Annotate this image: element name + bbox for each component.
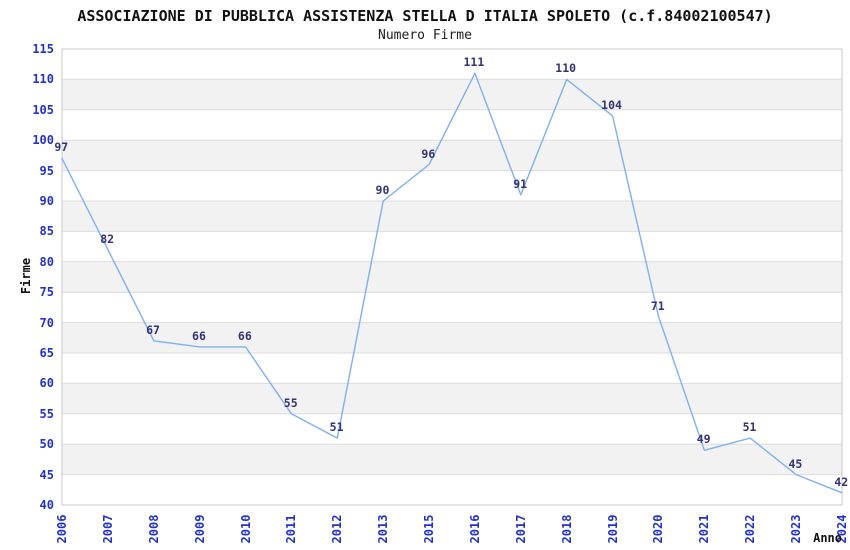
data-point-label: 66 (192, 328, 206, 343)
y-tick-label: 45 (39, 467, 54, 482)
x-tick-label: 2008 (146, 514, 161, 544)
x-tick-label: 2011 (284, 514, 299, 544)
x-tick-label: 2019 (605, 514, 620, 544)
x-tick-label: 2017 (513, 514, 528, 544)
plot-band (62, 201, 842, 232)
x-tick-label: 2010 (238, 514, 253, 544)
y-tick-label: 65 (39, 346, 54, 360)
data-point-label: 97 (54, 140, 69, 155)
y-tick-label: 40 (39, 498, 54, 512)
data-point-label: 49 (696, 432, 711, 447)
plot-band (62, 261, 842, 293)
data-point-label: 66 (237, 328, 252, 343)
x-tick-label: 2018 (559, 514, 574, 544)
x-tick-label: 2006 (55, 514, 69, 544)
x-tick-label: 2015 (422, 514, 437, 544)
x-tick-label: 2023 (789, 514, 804, 544)
y-tick-label: 70 (39, 315, 54, 330)
x-tick-label: 2013 (376, 514, 391, 544)
y-tick-label: 80 (39, 254, 54, 269)
x-tick-label: 2012 (330, 514, 345, 544)
plot-band (62, 79, 842, 110)
data-point-label: 111 (463, 55, 485, 70)
data-point-label: 104 (601, 97, 622, 112)
plot-band (62, 140, 842, 171)
chart-subtitle: Numero Firme (378, 28, 472, 43)
y-tick-label: 55 (39, 406, 54, 421)
data-point-label: 55 (283, 395, 298, 410)
data-point-label: 96 (421, 146, 436, 161)
plot-border (61, 48, 843, 506)
data-point-label: 42 (834, 474, 849, 489)
data-point-label: 51 (329, 420, 344, 435)
x-axis-title: Anno (813, 531, 842, 545)
plot-band (62, 444, 842, 475)
x-tick-label: 2016 (467, 514, 482, 544)
plot-band (62, 322, 842, 353)
y-tick-label: 90 (39, 194, 54, 208)
y-tick-label: 75 (39, 285, 54, 300)
y-tick-label: 110 (32, 72, 54, 87)
chart-title: ASSOCIAZIONE DI PUBBLICA ASSISTENZA STEL… (77, 7, 773, 25)
y-tick-label: 60 (39, 376, 54, 391)
data-point-label: 90 (375, 183, 390, 197)
y-tick-label: 100 (32, 133, 54, 148)
x-tick-label: 2022 (743, 514, 758, 544)
data-point-label: 110 (555, 61, 577, 76)
x-tick-label: 2021 (697, 514, 712, 544)
y-tick-label: 50 (39, 437, 54, 452)
x-tick-label: 2020 (651, 514, 666, 544)
plot-band (62, 383, 842, 414)
y-tick-label: 95 (39, 163, 54, 178)
data-point-label: 71 (650, 298, 665, 313)
data-point-label: 51 (742, 420, 757, 435)
x-tick-label: 2009 (192, 514, 207, 544)
data-point-label: 82 (100, 231, 115, 246)
y-tick-label: 85 (39, 224, 54, 239)
data-point-label: 67 (146, 322, 160, 337)
y-tick-label: 105 (32, 102, 54, 117)
x-tick-label: 2007 (100, 514, 115, 544)
data-line (61, 72, 843, 494)
y-tick-label: 115 (32, 42, 54, 56)
y-axis-title: Firme (19, 257, 33, 295)
data-point-label: 91 (513, 176, 528, 191)
data-point-label: 45 (788, 456, 803, 471)
